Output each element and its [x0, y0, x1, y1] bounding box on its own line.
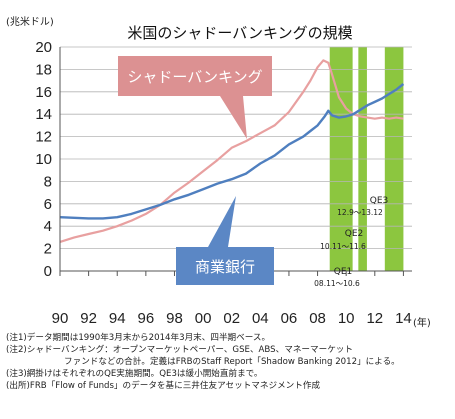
series-line-commercial-banks [59, 83, 405, 220]
x-tick-label: 00 [195, 310, 212, 327]
footnote-3: (注3)網掛けはそれぞれのQE実施期間。QE3は緩小開始直前まで。 [6, 369, 263, 380]
x-axis-unit: (年) [413, 316, 431, 329]
x-tick-label: 02 [223, 310, 240, 327]
footnotes: (注1)データ期間は1990年3月末から2014年3月末、四半期ベース。 (注2… [6, 332, 452, 392]
y-tick-label: 0 [44, 263, 52, 280]
x-tick-label: 90 [52, 310, 69, 327]
y-tick-label: 12 [35, 129, 52, 146]
y-tick-label: 2 [44, 241, 52, 258]
chart-title: 米国のシャドーバンキングの規模 [127, 24, 352, 42]
y-tick-label: 14 [35, 106, 52, 123]
y-tick-label: 10 [35, 151, 52, 168]
y-tick-label: 16 [35, 84, 52, 101]
x-tick-label: 94 [109, 310, 126, 327]
qe-label-3: QE3 [370, 196, 389, 206]
series-layer [59, 59, 405, 243]
qe-label-2: QE2 [345, 229, 364, 239]
qe-dates-2: 10.11～11.6 [320, 242, 366, 251]
x-tick-label: 06 [281, 310, 298, 327]
y-tick-label: 20 [35, 39, 52, 56]
qe-label-1: QE1 [334, 267, 353, 277]
x-tick-label: 14 [395, 310, 412, 327]
footnote-source: (出所)FRB「Flow of Funds」のデータを基に三井住友アセットマネジ… [6, 381, 321, 392]
y-tick-label: 6 [44, 196, 52, 213]
callout-commercial-banks-label: 商業銀行 [195, 258, 255, 276]
x-tick-label: 12 [366, 310, 383, 327]
footnote-2-continued: ファンドなどの合計。定義はFRBのStaff Report「Shadow Ban… [64, 357, 400, 368]
x-tick-label: 10 [338, 310, 355, 327]
series-line-shadow-banking [59, 59, 404, 243]
y-axis-unit: (兆米ドル) [6, 15, 54, 28]
footnote-2: (注2)シャドーバンキング：オープンマーケットペーパー、GSE、ABS、マネーマ… [6, 345, 353, 356]
callout-shadow-banking [118, 56, 272, 139]
callout-commercial-banks [176, 196, 274, 285]
callout-shadow-banking-label: シャドーバンキング [127, 68, 262, 86]
x-tick-label: 04 [252, 310, 269, 327]
qe-dates-3: 12.9～13.12 [337, 208, 383, 217]
x-tick-label: 96 [138, 310, 155, 327]
y-tick-label: 8 [44, 173, 52, 190]
x-tick-label: 98 [166, 310, 183, 327]
x-tick-label: 08 [309, 310, 326, 327]
chart: 米国のシャドーバンキングの規模 (兆米ドル) (年) 0246810121416… [6, 15, 431, 329]
qe-dates-1: 08.11～10.6 [314, 279, 360, 288]
y-tick-label: 4 [44, 218, 52, 235]
footnote-1: (注1)データ期間は1990年3月末から2014年3月末、四半期ベース。 [6, 333, 271, 343]
y-tick-label: 18 [35, 61, 52, 78]
x-tick-label: 92 [80, 310, 97, 327]
